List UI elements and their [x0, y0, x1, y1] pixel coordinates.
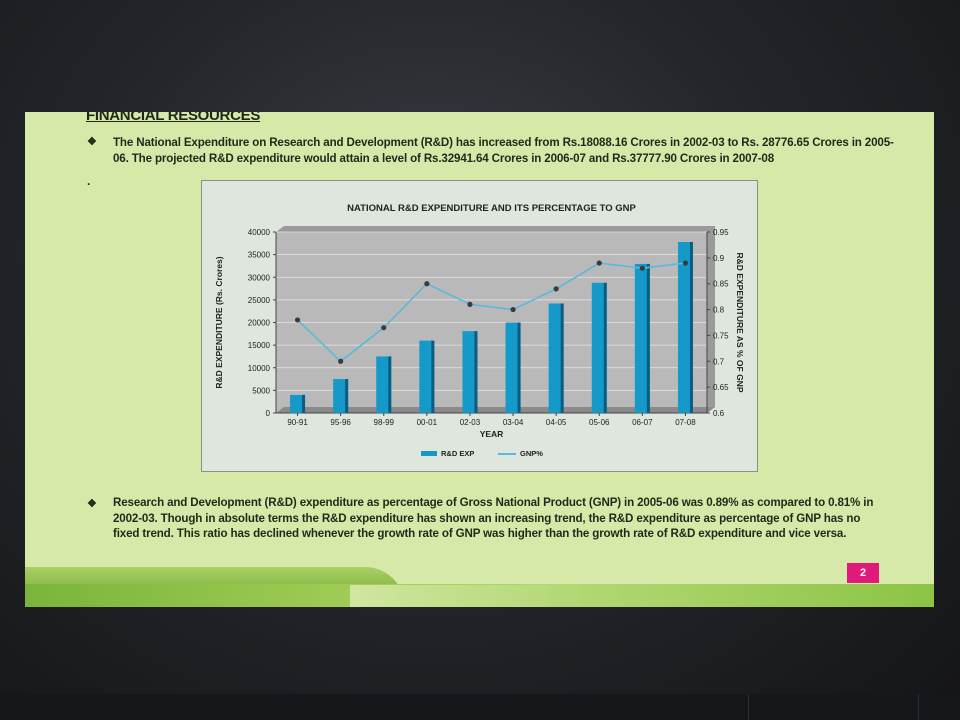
- chart-title: NATIONAL R&D EXPENDITURE AND ITS PERCENT…: [347, 203, 636, 214]
- bar: [419, 340, 435, 413]
- slide: FINANCIAL RESOURCES ❖ The National Expen…: [25, 112, 934, 607]
- paragraph-gnp-percentage: Research and Development (R&D) expenditu…: [113, 496, 874, 540]
- y2-tick-label: 0.85: [713, 280, 729, 289]
- strip-segment: [918, 694, 960, 720]
- gnp-point: [682, 260, 689, 266]
- y2-tick-label: 0.65: [713, 383, 729, 392]
- x-tick-label: 00-01: [417, 418, 438, 427]
- chart-svg: NATIONAL R&D EXPENDITURE AND ITS PERCENT…: [214, 203, 745, 458]
- y2-tick-label: 0.9: [713, 254, 725, 263]
- page-title: FINANCIAL RESOURCES: [86, 112, 261, 124]
- y2-tick-label: 0.8: [713, 306, 725, 315]
- legend-label: R&D EXP: [441, 449, 474, 458]
- y-axis-label: R&D EXPENDITURE (Rs. Crores): [214, 256, 224, 388]
- chart-container: NATIONAL R&D EXPENDITURE AND ITS PERCENT…: [201, 180, 758, 472]
- gnp-point: [596, 260, 602, 266]
- gnp-point: [510, 306, 516, 313]
- y-tick-label: 30000: [248, 273, 271, 282]
- x-axis-label: YEAR: [480, 429, 504, 439]
- y-tick-label: 35000: [248, 251, 271, 260]
- x-tick-label: 06-07: [632, 418, 653, 427]
- legend-swatch-bar: [421, 451, 437, 456]
- gnp-point: [294, 317, 301, 323]
- y-tick-label: 20000: [248, 319, 271, 328]
- x-tick-label: 95-96: [330, 418, 351, 427]
- x-tick-label: 98-99: [374, 418, 395, 427]
- bar: [333, 379, 349, 413]
- bar-shade: [345, 379, 349, 413]
- x-tick-label: 03-04: [503, 418, 524, 427]
- gnp-point: [424, 281, 430, 287]
- bar-shade: [388, 356, 392, 413]
- bar-shade: [560, 303, 564, 413]
- bar: [591, 282, 607, 413]
- gnp-point: [553, 286, 559, 292]
- bar: [505, 322, 521, 413]
- footer-highlight: [350, 585, 934, 607]
- bar: [677, 242, 693, 413]
- bullet-icon: ❖: [87, 498, 97, 510]
- bottom-strip: [0, 694, 960, 720]
- strip-segment: [748, 694, 919, 720]
- x-tick-label: 05-06: [589, 418, 610, 427]
- y-tick-label: 25000: [248, 296, 271, 305]
- gnp-line: [296, 262, 686, 363]
- bar-shade: [517, 322, 521, 413]
- x-tick-label: 02-03: [460, 418, 481, 427]
- y-tick-label: 10000: [248, 364, 271, 373]
- bar-shade: [431, 340, 435, 413]
- bar-shade: [302, 394, 306, 413]
- y2-tick-label: 0.95: [713, 228, 729, 237]
- legend-label: GNP%: [520, 449, 543, 458]
- y-tick-label: 0: [266, 409, 271, 418]
- page-number-badge: 2: [847, 563, 879, 583]
- bar-shade: [646, 263, 650, 413]
- x-tick-label: 07-08: [675, 418, 696, 427]
- bar: [290, 394, 306, 413]
- x-tick-label: 90-91: [287, 418, 308, 427]
- y-tick-label: 40000: [248, 228, 271, 237]
- stray-dot: .: [87, 174, 91, 188]
- gnp-point: [639, 265, 645, 271]
- bar: [548, 303, 564, 413]
- paragraph-rd-expenditure: The National Expenditure on Research and…: [113, 136, 894, 165]
- y-tick-label: 5000: [252, 386, 270, 395]
- gnp-point: [338, 358, 344, 364]
- y2-tick-label: 0.6: [713, 409, 725, 418]
- y2-axis-label: R&D EXPENDITURE AS % OF GNP: [735, 253, 745, 393]
- bar-shade: [689, 242, 693, 413]
- y-tick-label: 15000: [248, 341, 271, 350]
- bar-shade: [603, 282, 607, 413]
- x-tick-label: 04-05: [546, 418, 567, 427]
- bar-shade: [474, 331, 478, 413]
- bar: [634, 263, 650, 413]
- bar: [462, 331, 478, 413]
- y2-tick-label: 0.7: [713, 357, 725, 366]
- y2-tick-label: 0.75: [713, 331, 729, 340]
- gnp-point: [467, 301, 473, 307]
- bullet-icon: ❖: [87, 136, 97, 148]
- gnp-point: [381, 325, 387, 331]
- bar: [376, 356, 392, 413]
